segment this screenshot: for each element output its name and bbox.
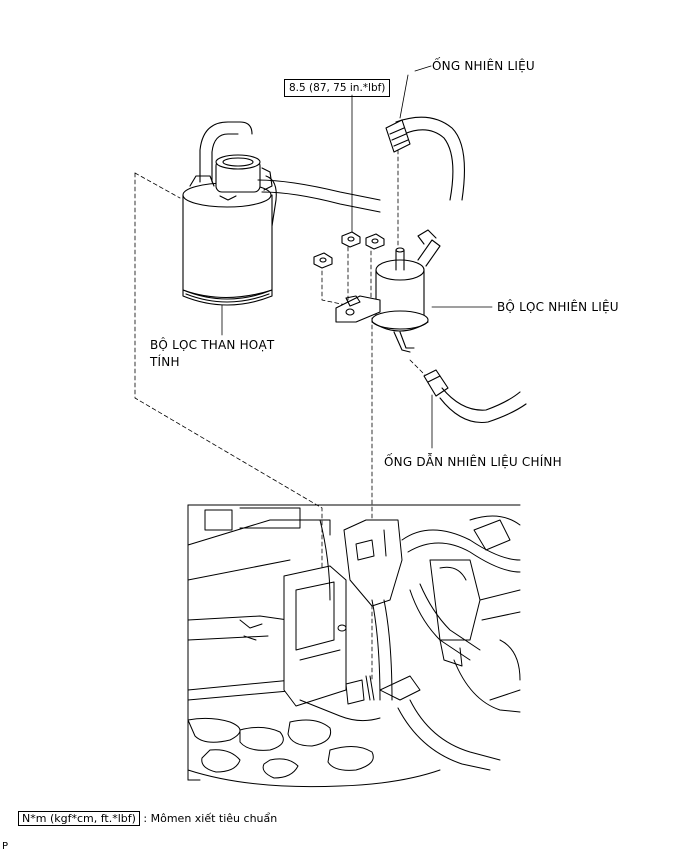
main-fuel-line-label: ỐNG DẪN NHIÊN LIỆU CHÍNH	[384, 455, 562, 469]
torque-spec-box: 8.5 (87, 75 in.*lbf)	[284, 79, 391, 97]
fuel-filter-drawing	[335, 229, 441, 353]
fuel-filter-label: BỘ LỌC NHIÊN LIỆU	[497, 300, 619, 314]
fuel-hose-label: ỐNG NHIÊN LIỆU	[432, 59, 535, 73]
charcoal-canister-label-line1: BỘ LỌC THAN HOẠT	[150, 338, 275, 352]
main-fuel-line-drawing	[423, 369, 527, 424]
charcoal-canister-drawing	[182, 121, 381, 306]
torque-legend: N*m (kgf*cm, ft.*lbf) : Mômen xiết tiêu …	[18, 811, 277, 826]
charcoal-canister-label-line2: TÍNH	[150, 355, 180, 369]
fuel-hose-drawing	[385, 116, 465, 201]
assembly-guide-lines	[134, 149, 431, 681]
torque-unit-box: N*m (kgf*cm, ft.*lbf)	[18, 811, 140, 826]
torque-legend-description: : Mômen xiết tiêu chuẩn	[143, 812, 278, 825]
nut-drawings	[313, 231, 385, 269]
footer-mark: P	[2, 841, 9, 852]
vehicle-underbody-drawing	[187, 504, 521, 788]
leader-lines	[221, 65, 493, 449]
